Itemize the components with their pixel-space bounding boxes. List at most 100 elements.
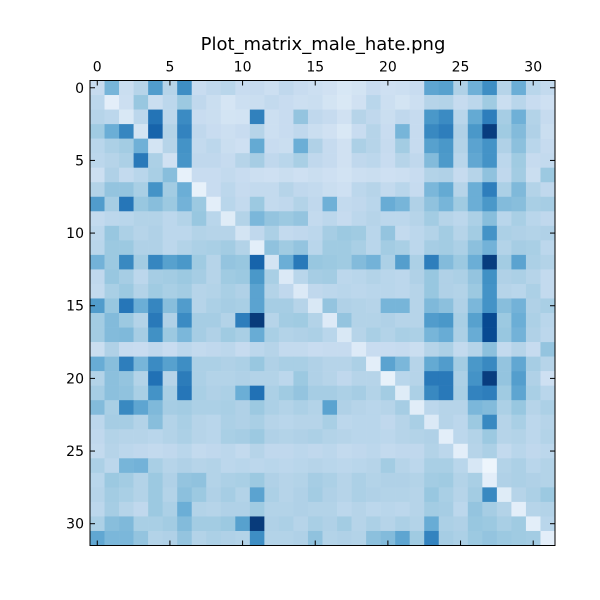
heatmap-cell-r25-c27 [482, 443, 498, 459]
heatmap-cell-r13-c21 [395, 269, 410, 285]
heatmap-cell-r20-c3 [133, 371, 149, 386]
heatmap-cell-r21-c17 [337, 385, 352, 401]
heatmap-cell-r27-c0 [90, 472, 105, 488]
heatmap-cell-r8-c30 [525, 196, 541, 212]
heatmap-cell-r27-c8 [206, 472, 222, 488]
heatmap-cell-r22-c1 [104, 400, 120, 416]
heatmap-cell-r27-c7 [191, 472, 207, 488]
heatmap-cell-r13-c19 [366, 269, 381, 285]
heatmap-cell-r13-c24 [438, 269, 454, 285]
heatmap-cell-r0-c16 [322, 80, 338, 96]
heatmap-cell-r4-c27 [482, 138, 498, 154]
heatmap-cell-r22-c11 [249, 400, 265, 416]
heatmap-cell-r6-c16 [322, 167, 338, 183]
heatmap-cell-r8-c5 [162, 196, 178, 212]
heatmap-cell-r19-c4 [148, 356, 163, 372]
heatmap-cell-r4-c4 [148, 138, 163, 154]
heatmap-cell-r6-c0 [90, 167, 105, 183]
x-tick-label-5: 5 [165, 60, 174, 76]
heatmap-cell-r28-c5 [162, 487, 178, 503]
heatmap-cell-r4-c24 [438, 138, 454, 154]
heatmap-cell-r3-c20 [380, 124, 396, 139]
heatmap-cell-r10-c4 [148, 225, 163, 241]
heatmap-cell-r11-c5 [162, 240, 178, 256]
heatmap-cell-r25-c18 [351, 443, 367, 459]
heatmap-cell-r30-c18 [351, 516, 367, 532]
heatmap-cell-r6-c11 [249, 167, 265, 183]
heatmap-cell-r27-c12 [264, 472, 280, 488]
heatmap-cell-r16-c24 [438, 313, 454, 328]
heatmap-cell-r20-c15 [307, 371, 323, 386]
heatmap-cell-r16-c31 [540, 313, 556, 328]
heatmap-cell-r16-c2 [119, 313, 134, 328]
heatmap-cell-r4-c14 [293, 138, 309, 154]
heatmap-cell-r24-c8 [206, 429, 222, 445]
heatmap-cell-r7-c7 [191, 182, 207, 198]
heatmap-cell-r9-c20 [380, 211, 396, 227]
heatmap-cell-r25-c23 [424, 443, 440, 459]
heatmap-cell-r4-c17 [337, 138, 352, 154]
heatmap-cell-r6-c28 [496, 167, 512, 183]
heatmap-cell-r1-c8 [206, 95, 222, 110]
heatmap-cell-r26-c17 [337, 458, 352, 474]
heatmap-cell-r31-c22 [409, 530, 425, 546]
heatmap-cell-r21-c23 [424, 385, 440, 401]
heatmap-cell-r19-c22 [409, 356, 425, 372]
heatmap-cell-r1-c14 [293, 95, 309, 110]
heatmap-cell-r31-c5 [162, 530, 178, 546]
heatmap-cell-r21-c21 [395, 385, 410, 401]
heatmap-cell-r26-c4 [148, 458, 163, 474]
heatmap-cell-r18-c2 [119, 342, 134, 357]
heatmap-cell-r21-c28 [496, 385, 512, 401]
heatmap-cell-r16-c9 [220, 313, 236, 328]
heatmap-cell-r1-c3 [133, 95, 149, 110]
heatmap-cell-r28-c11 [249, 487, 265, 503]
heatmap-cell-r24-c29 [511, 429, 527, 445]
heatmap-cell-r13-c4 [148, 269, 163, 285]
heatmap-cell-r22-c23 [424, 400, 440, 416]
heatmap-cell-r1-c5 [162, 95, 178, 110]
heatmap-cell-r24-c5 [162, 429, 178, 445]
heatmap-cell-r0-c21 [395, 80, 410, 96]
heatmap-cell-r17-c13 [278, 327, 294, 343]
heatmap-cell-r27-c5 [162, 472, 178, 488]
heatmap-cell-r24-c26 [467, 429, 483, 445]
y-axis-ticks: 0 5 10 15 20 25 30 [66, 81, 555, 533]
heatmap-cell-r30-c19 [366, 516, 381, 532]
heatmap-cell-r27-c19 [366, 472, 381, 488]
heatmap-cell-r30-c29 [511, 516, 527, 532]
heatmap-cell-r1-c18 [351, 95, 367, 110]
heatmap-cell-r24-c18 [351, 429, 367, 445]
heatmap-cell-r2-c11 [249, 109, 265, 125]
heatmap-cell-r31-c10 [235, 530, 251, 546]
heatmap-cell-r0-c22 [409, 80, 425, 96]
heatmap-cell-r0-c31 [540, 80, 556, 96]
heatmap-cell-r16-c21 [395, 313, 410, 328]
heatmap-cell-r8-c19 [366, 196, 381, 212]
heatmap-cell-r31-c29 [511, 530, 527, 546]
heatmap-cell-r8-c20 [380, 196, 396, 212]
heatmap-cell-r18-c28 [496, 342, 512, 357]
heatmap-cell-r8-c8 [206, 196, 222, 212]
heatmap-cell-r23-c11 [249, 414, 265, 430]
heatmap-cell-r11-c7 [191, 240, 207, 256]
heatmap-cell-r23-c7 [191, 414, 207, 430]
heatmap-cell-r18-c6 [177, 342, 193, 357]
heatmap-cell-r7-c19 [366, 182, 381, 198]
heatmap-cell-r10-c28 [496, 225, 512, 241]
heatmap-cell-r20-c18 [351, 371, 367, 386]
heatmap-cell-r4-c1 [104, 138, 120, 154]
heatmap-cell-r13-c18 [351, 269, 367, 285]
heatmap-cell-r9-c18 [351, 211, 367, 227]
heatmap-cell-r14-c23 [424, 283, 440, 299]
heatmap-cell-r27-c15 [307, 472, 323, 488]
heatmap-cell-r19-c0 [90, 356, 105, 372]
heatmap-cell-r31-c17 [337, 530, 352, 546]
heatmap-cell-r9-c5 [162, 211, 178, 227]
heatmap-cell-r17-c3 [133, 327, 149, 343]
heatmap-cell-r16-c6 [177, 313, 193, 328]
heatmap-cell-r19-c3 [133, 356, 149, 372]
heatmap-cell-r26-c19 [366, 458, 381, 474]
heatmap-cell-r27-c14 [293, 472, 309, 488]
heatmap-cell-r6-c10 [235, 167, 251, 183]
